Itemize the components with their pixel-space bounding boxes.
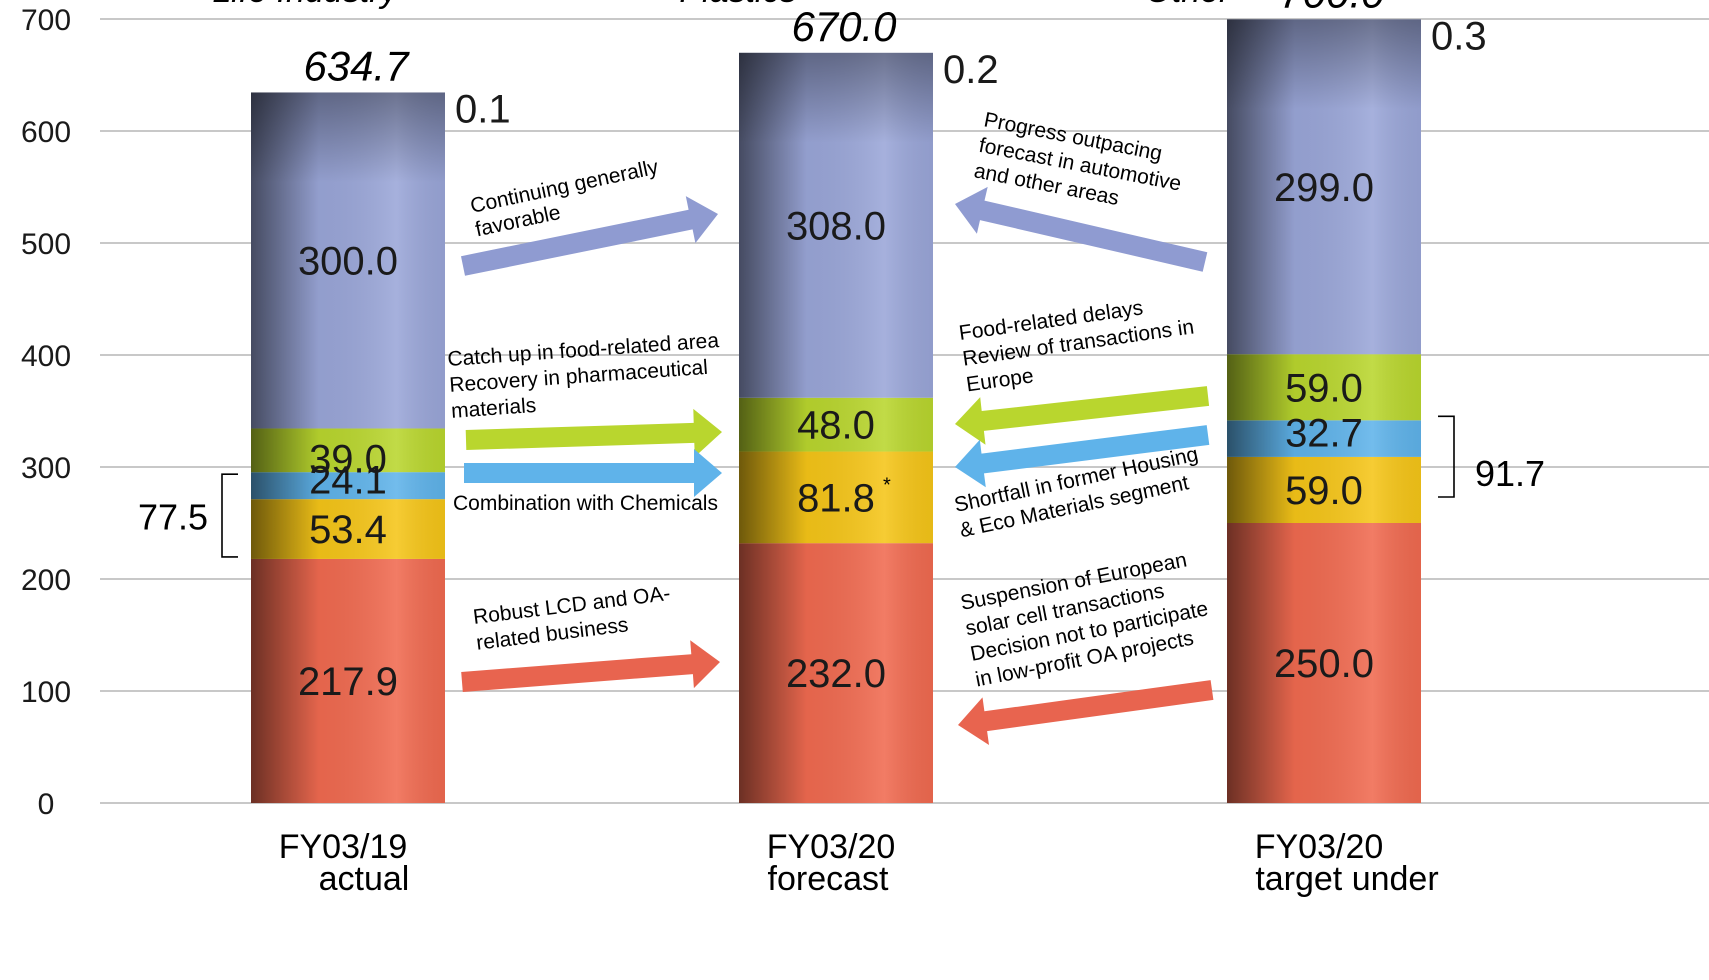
bar-shading-1-1 [251,558,445,803]
series-header-2: Plastics [679,0,796,10]
segment-label-1-2: 53.4 [309,508,387,552]
x-tick-2-line1: FY03/20 [767,828,896,866]
segment-label-1-1: 217.9 [298,660,398,704]
total-label-2: 670.0 [791,3,897,50]
segment-label-2-5: 308.0 [786,204,886,248]
segment-label-3-4: 59.0 [1285,366,1363,410]
annotation-arrow-7 [955,425,1210,488]
annotation-arrow-3 [464,449,722,497]
total-label-3: 700.0 [1279,0,1385,16]
data-labels: 217.9 53.4 24.139.0 300.0 634.7 0.1 FY03/19act… [138,0,1545,898]
y-tick-200: 200 [21,564,71,597]
bars [251,19,1421,803]
footnote-mark: * [883,474,891,496]
bracket-left [221,473,238,558]
y-tick-700: 700 [21,4,71,37]
segment-label-3-2: 59.0 [1285,469,1363,513]
bar-top-shading-1 [251,92,445,183]
annotation-arrow-1 [461,196,718,276]
annotation-arrow-2 [465,408,722,457]
annotation-text-3-line-1: Combination with Chemicals [453,492,718,515]
bar-shading-2-4 [739,397,933,452]
annotation-arrow-8 [958,680,1214,745]
bar-shading-3-3 [1227,420,1421,457]
x-tick-1-line2: actual [319,860,410,898]
y-tick-0: 0 [38,788,55,821]
bar-shading-2-1 [739,543,933,803]
bar-shading-3-2 [1227,456,1421,523]
segment-label-1-5: 300.0 [298,239,398,283]
series-header-1: Life Industry [212,0,399,10]
bracket-right [1438,415,1455,498]
y-tick-500: 500 [21,228,71,261]
bar-shading-1-2 [251,499,445,559]
bar-shading-1-3 [251,472,445,500]
other-value-1: 0.1 [455,87,511,131]
annotation-arrow-6 [955,386,1210,445]
segment-label-2-4: 48.0 [797,404,875,448]
segment-label-1-4: 39.0 [309,437,387,481]
x-tick-3-line1: FY03/20 [1255,828,1384,866]
x-tick-1-line1: FY03/19 [279,828,408,866]
y-tick-100: 100 [21,676,71,709]
bar-shading-3-4 [1227,354,1421,421]
x-tick-3-line2: target under [1255,860,1438,898]
segment-label-3-5: 299.0 [1274,166,1374,210]
x-tick-2-line2: forecast [768,860,889,898]
bar-top-shading-2 [739,52,933,143]
segment-label-3-3: 32.7 [1285,412,1363,456]
annotation-text-1-line-1: Continuing generally [468,155,661,217]
annotation-text-2-line-3: materials [450,394,537,423]
total-label-1: 634.7 [303,42,410,89]
series-header-3: Other [1145,0,1232,10]
y-tick-400: 400 [21,340,71,373]
annotation-text-4: Robust LCD and OA-related business [472,582,672,655]
bracket-right-value: 91.7 [1475,453,1545,494]
segment-label-3-1: 250.0 [1274,642,1374,686]
annotation-arrow-5 [955,186,1208,272]
y-tick-300: 300 [21,452,71,485]
other-value-2: 0.2 [943,48,999,92]
other-value-3: 0.3 [1431,14,1487,58]
y-tick-600: 600 [21,116,71,149]
bar-shading-2-2 [739,451,933,544]
annotation-arrow-4 [461,640,720,692]
bar-shading-1-4 [251,428,445,473]
segment-label-2-1: 232.0 [786,652,886,696]
segment-label-2-2: 81.8 [797,476,875,520]
bracket-left-value: 77.5 [138,497,208,538]
bar-top-shading-3 [1227,19,1421,110]
annotation-text-3: Combination with Chemicals [453,492,718,515]
bar-shading-3-1 [1227,523,1421,803]
segment-label-1-3: 24.1 [309,459,387,503]
series-headers: Life Industry Plastics Other [212,0,1232,10]
